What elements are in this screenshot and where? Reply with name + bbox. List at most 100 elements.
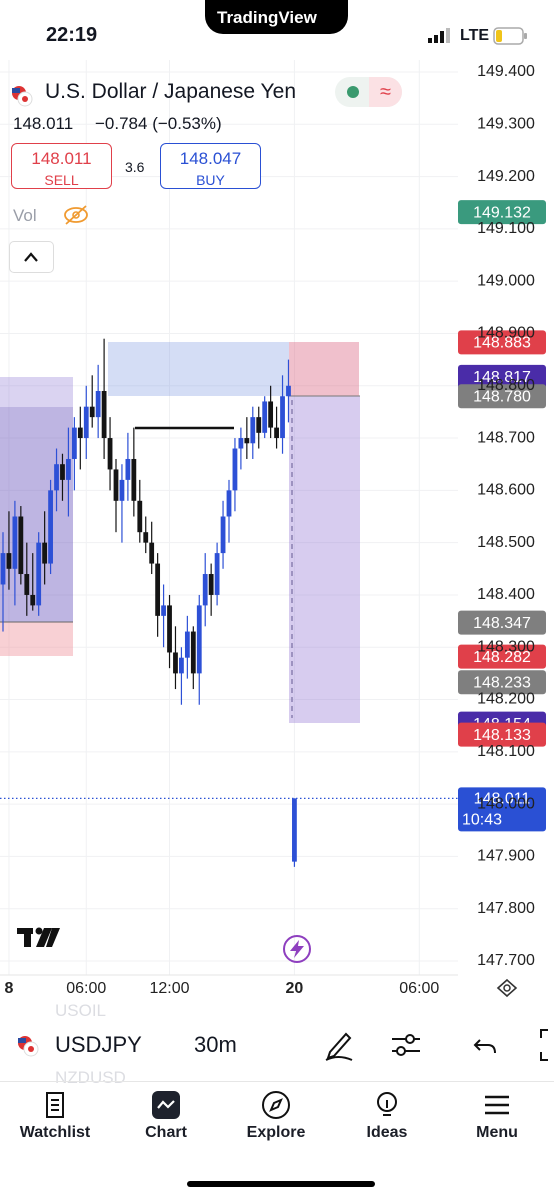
symbol-button[interactable]: USDJPY <box>55 1032 142 1057</box>
y-tick-label: 148.600 <box>477 482 535 499</box>
drawing-zone <box>0 377 73 407</box>
nav-icon <box>262 1091 290 1119</box>
price-badge-label: 148.133 <box>473 727 531 744</box>
x-tick-label: 12:00 <box>150 980 190 997</box>
price-badge <box>458 670 546 695</box>
candle-body <box>95 390 101 418</box>
y-tick-label: 149.000 <box>477 272 535 289</box>
battery-icon <box>493 27 527 45</box>
status-pill[interactable]: ≈ <box>335 77 402 107</box>
candle-body <box>202 574 208 606</box>
price-badge <box>458 610 546 635</box>
candle-body <box>0 553 6 585</box>
y-tick-label: 148.800 <box>477 377 535 394</box>
candle-body <box>6 553 12 569</box>
symbol-name: U.S. Dollar / Japanese Yen <box>45 80 296 103</box>
nav-tab[interactable]: Chart <box>116 1090 216 1142</box>
price-badge-label: 149.132 <box>473 204 531 221</box>
y-tick-label: 148.200 <box>477 691 535 708</box>
drawing-zone <box>108 342 289 396</box>
nav-tab[interactable]: Ideas <box>337 1090 437 1142</box>
y-tick-label: 147.900 <box>477 848 535 865</box>
y-tick-label: 148.100 <box>477 743 535 760</box>
y-tick-label: 147.800 <box>477 900 535 917</box>
candle-body <box>48 490 53 564</box>
candle-body <box>262 401 268 433</box>
nav-icon <box>377 1092 397 1116</box>
price-badge <box>458 330 546 355</box>
drawing-zone <box>289 396 360 723</box>
collapse-button[interactable] <box>9 241 54 273</box>
buy-label: BUY <box>196 172 225 188</box>
lightning-icon[interactable] <box>283 935 311 963</box>
interval-button[interactable]: 30m <box>194 1032 237 1057</box>
drawing-zone <box>289 342 359 396</box>
candle-body <box>137 500 143 533</box>
buy-button[interactable]: 148.047 BUY <box>160 143 261 189</box>
y-tick-label: 148.500 <box>477 534 535 551</box>
candle-body <box>274 427 279 439</box>
nav-tab[interactable]: Watchlist <box>5 1090 105 1142</box>
nav-label: Explore <box>246 1124 306 1141</box>
sell-button[interactable]: 148.011 SELL <box>11 143 112 189</box>
y-tick-label: 149.100 <box>477 220 535 237</box>
price-axis <box>458 60 554 975</box>
draw-tool-icon[interactable] <box>322 1028 356 1062</box>
nav-tab[interactable]: Explore <box>226 1090 326 1142</box>
hidden-eye-icon[interactable] <box>62 204 90 226</box>
candle-body <box>89 406 95 418</box>
current-price-label: 148.011 <box>474 791 531 808</box>
candle-body <box>196 605 202 674</box>
drawings <box>0 342 360 723</box>
candle-body <box>83 406 89 439</box>
candle-body <box>292 798 297 862</box>
undo-icon[interactable] <box>472 1032 500 1058</box>
candle-body <box>250 417 256 444</box>
price-badge-label: 148.817 <box>473 369 531 386</box>
candle-body <box>268 401 274 428</box>
settings-icon[interactable] <box>496 978 518 998</box>
nav-label: Ideas <box>366 1124 408 1141</box>
price-badge-label: 148.883 <box>473 335 531 352</box>
candle-body <box>280 396 285 439</box>
signal-icon <box>428 28 450 43</box>
candle-body <box>131 458 137 501</box>
candle-body <box>18 516 24 575</box>
status-time: 22:19 <box>46 24 98 46</box>
volume-label: Vol <box>13 206 37 225</box>
flag-icon <box>12 86 33 107</box>
overlay: 149.132 148.883 148.817 148.780 148.347 148.2… <box>0 200 546 832</box>
flag-icon <box>18 1036 39 1057</box>
candles <box>0 338 297 867</box>
price-change: −0.784 (−0.53%) <box>95 114 222 133</box>
candle-body <box>101 390 107 439</box>
candle-body <box>60 464 65 480</box>
price-badge-label: 148.233 <box>473 674 531 691</box>
nav-icon <box>152 1091 180 1119</box>
nav-label: Menu <box>476 1124 518 1141</box>
nav-label: Chart <box>145 1124 187 1141</box>
price-badge <box>458 384 546 409</box>
sell-price: 148.011 <box>31 149 92 168</box>
y-tick-label: 149.200 <box>477 168 535 185</box>
candle-body <box>161 605 166 616</box>
candle-body <box>214 553 220 595</box>
buy-price: 148.047 <box>179 149 242 168</box>
indicators-icon[interactable] <box>390 1030 422 1060</box>
fullscreen-icon[interactable] <box>536 1028 554 1062</box>
candle-body <box>119 479 125 501</box>
candle-body <box>149 542 155 564</box>
nav-tab[interactable]: Menu <box>447 1090 547 1142</box>
y-tick-label: 148.400 <box>477 586 535 603</box>
drawing-zone <box>0 622 73 656</box>
candle-body <box>54 464 59 491</box>
candle-body <box>167 605 172 653</box>
divider <box>0 1081 554 1082</box>
candle-body <box>238 438 244 449</box>
candle-body <box>71 427 77 459</box>
price-badge-label: 148.347 <box>473 615 531 632</box>
network: LTE <box>460 27 490 44</box>
nav-label: Watchlist <box>19 1124 91 1141</box>
x-tick-label: 06:00 <box>66 980 106 997</box>
